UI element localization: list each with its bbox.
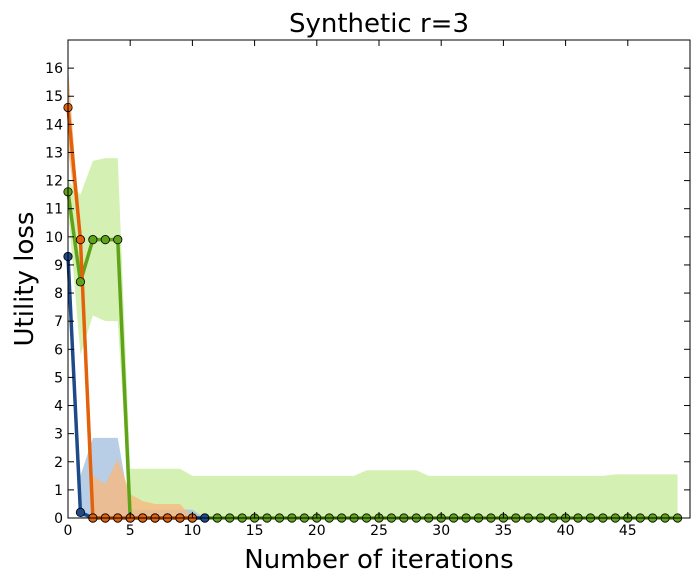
- series-0-point: [88, 235, 98, 245]
- series-0-point: [100, 235, 110, 245]
- y-tick-label: 11: [45, 202, 63, 218]
- chart-title: Synthetic r=3: [289, 9, 469, 39]
- y-tick-label: 7: [54, 314, 63, 330]
- series-2-point: [75, 235, 86, 245]
- axis-ticks: 0 5 10 15 20 25 30 35 40 450123456789101112131415…: [45, 40, 690, 539]
- x-tick-label: 20: [308, 523, 326, 539]
- y-tick-label: 4: [54, 399, 63, 415]
- x-tick-label: 40: [557, 523, 575, 539]
- series-1-band: [68, 250, 205, 518]
- y-tick-label: 1: [54, 483, 63, 499]
- x-tick-label: 25: [370, 523, 388, 539]
- y-tick-label: 14: [45, 117, 63, 133]
- y-tick-label: 9: [54, 258, 63, 274]
- y-tick-label: 15: [45, 89, 63, 105]
- series-0-point: [75, 277, 86, 287]
- y-axis-label: Utility loss: [10, 212, 40, 347]
- x-tick-label: 15: [246, 523, 264, 539]
- y-tick-label: 16: [45, 61, 63, 77]
- x-tick-label: 45: [619, 523, 637, 539]
- y-tick-label: 8: [54, 286, 63, 302]
- x-tick-label: 30: [432, 523, 450, 539]
- series-0-point: [113, 235, 123, 245]
- y-tick-label: 3: [54, 427, 63, 443]
- x-tick-label: 0: [64, 523, 73, 539]
- y-tick-label: 10: [45, 230, 63, 246]
- y-tick-label: 5: [54, 370, 63, 386]
- x-axis-label: Number of iterations: [244, 545, 513, 575]
- series-1-point: [75, 507, 86, 517]
- x-tick-label: 5: [126, 523, 135, 539]
- x-tick-label: 35: [494, 523, 512, 539]
- x-tick-label: 10: [183, 523, 201, 539]
- y-tick-label: 13: [45, 145, 63, 161]
- y-tick-label: 2: [54, 455, 63, 471]
- y-tick-label: 12: [45, 174, 63, 190]
- y-tick-label: 0: [54, 511, 63, 527]
- y-tick-label: 6: [54, 342, 63, 358]
